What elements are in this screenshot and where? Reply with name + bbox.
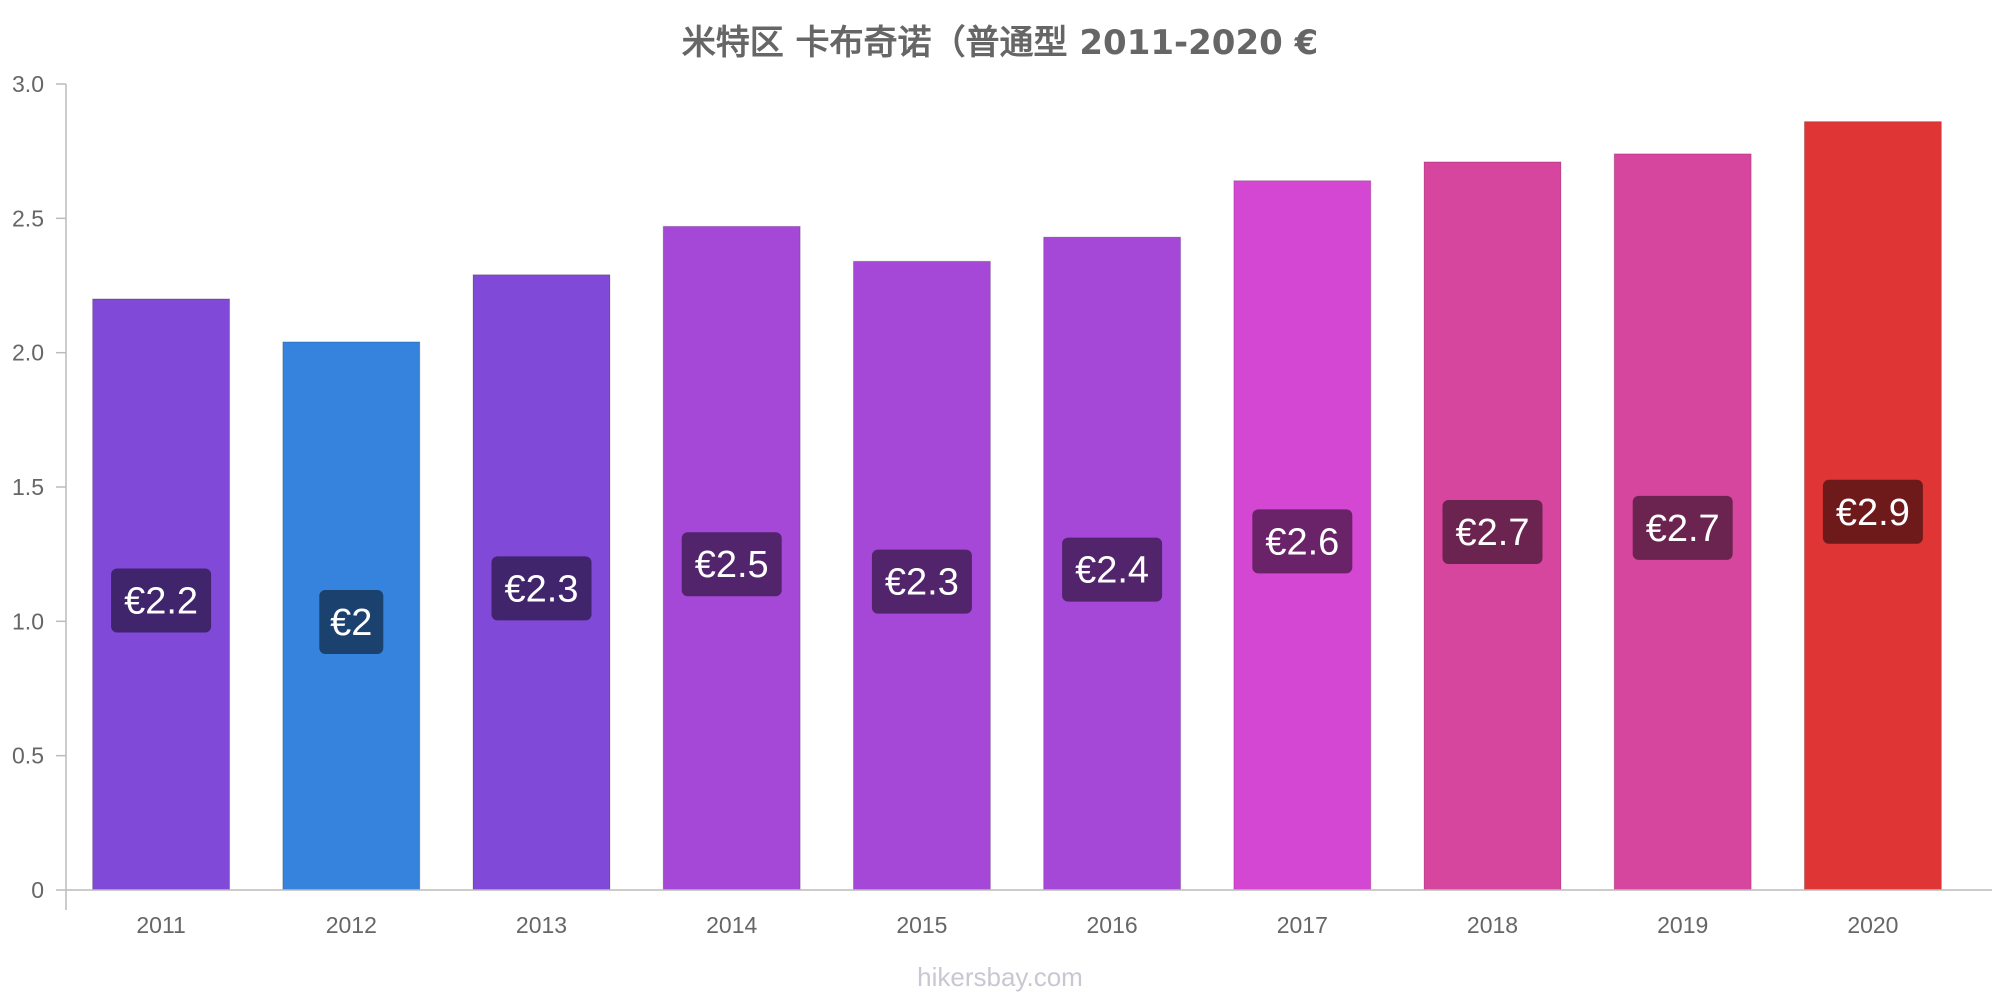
data-label-box bbox=[1442, 499, 1543, 564]
chart-title: 米特区 卡布奇诺（普通型 2011-2020 € bbox=[682, 23, 1319, 63]
x-tick-label: 2016 bbox=[1087, 912, 1138, 938]
x-tick-label: 2018 bbox=[1467, 912, 1518, 938]
data-label: €2.7 bbox=[1646, 508, 1720, 550]
bar-group-2012: €2 bbox=[282, 341, 421, 891]
bar-group-2018: €2.7 bbox=[1423, 161, 1562, 891]
y-tick-label: 0 bbox=[31, 877, 44, 903]
data-label-box bbox=[111, 568, 212, 633]
data-label-box bbox=[1822, 479, 1923, 544]
bars: €2.2 €2 €2.3 €2.5 €2.3 €2.4 €2.6 €2.7 €2.7 €2.9 bbox=[92, 121, 1942, 891]
data-label-box bbox=[1632, 495, 1733, 560]
y-tick-label: 1.5 bbox=[12, 474, 44, 500]
data-label: €2.4 bbox=[1075, 550, 1149, 592]
bar-group-2014: €2.5 bbox=[662, 225, 801, 891]
x-axis: 2011 2012 2013 2014 2015 2016 2017 2018 2019 2020 bbox=[66, 889, 1992, 938]
data-label: €2.7 bbox=[1456, 512, 1530, 554]
x-tick-label: 2019 bbox=[1657, 912, 1708, 938]
data-label-box bbox=[871, 549, 972, 614]
bar-group-2019: €2.7 bbox=[1613, 153, 1752, 891]
bar-group-2015: €2.3 bbox=[852, 260, 991, 891]
bar-group-2020: €2.9 bbox=[1803, 121, 1942, 891]
data-label: €2.6 bbox=[1265, 521, 1339, 563]
y-tick-label: 2.0 bbox=[12, 340, 44, 366]
y-tick-label: 3.0 bbox=[12, 71, 44, 97]
x-tick-label: 2017 bbox=[1277, 912, 1328, 938]
data-label-box bbox=[681, 532, 782, 597]
x-tick-label: 2014 bbox=[706, 912, 757, 938]
data-label-box bbox=[1062, 537, 1163, 602]
data-label: €2 bbox=[330, 602, 372, 644]
y-tick-label: 0.5 bbox=[12, 743, 44, 769]
y-axis: 0 0.5 1.0 1.5 2.0 2.5 3.0 bbox=[12, 71, 67, 910]
data-label-box bbox=[491, 556, 592, 621]
data-label-box bbox=[1252, 509, 1353, 574]
watermark: hikersbay.com bbox=[917, 962, 1083, 992]
data-label-box bbox=[319, 589, 384, 654]
y-tick-label: 1.0 bbox=[12, 608, 44, 634]
x-tick-label: 2012 bbox=[326, 912, 377, 938]
data-label: €2.2 bbox=[124, 580, 198, 622]
bar-group-2017: €2.6 bbox=[1233, 180, 1372, 891]
x-tick-label: 2013 bbox=[516, 912, 567, 938]
data-label: €2.9 bbox=[1836, 492, 1910, 534]
x-tick-label: 2020 bbox=[1847, 912, 1898, 938]
x-tick-label: 2015 bbox=[896, 912, 947, 938]
bar-group-2013: €2.3 bbox=[472, 274, 611, 891]
data-label: €2.3 bbox=[885, 562, 959, 604]
bar-group-2016: €2.4 bbox=[1043, 236, 1182, 891]
bar-group-2011: €2.2 bbox=[92, 298, 231, 891]
data-label: €2.5 bbox=[695, 544, 769, 586]
data-label: €2.3 bbox=[505, 568, 579, 610]
y-tick-label: 2.5 bbox=[12, 205, 44, 231]
x-tick-label: 2011 bbox=[136, 912, 185, 938]
